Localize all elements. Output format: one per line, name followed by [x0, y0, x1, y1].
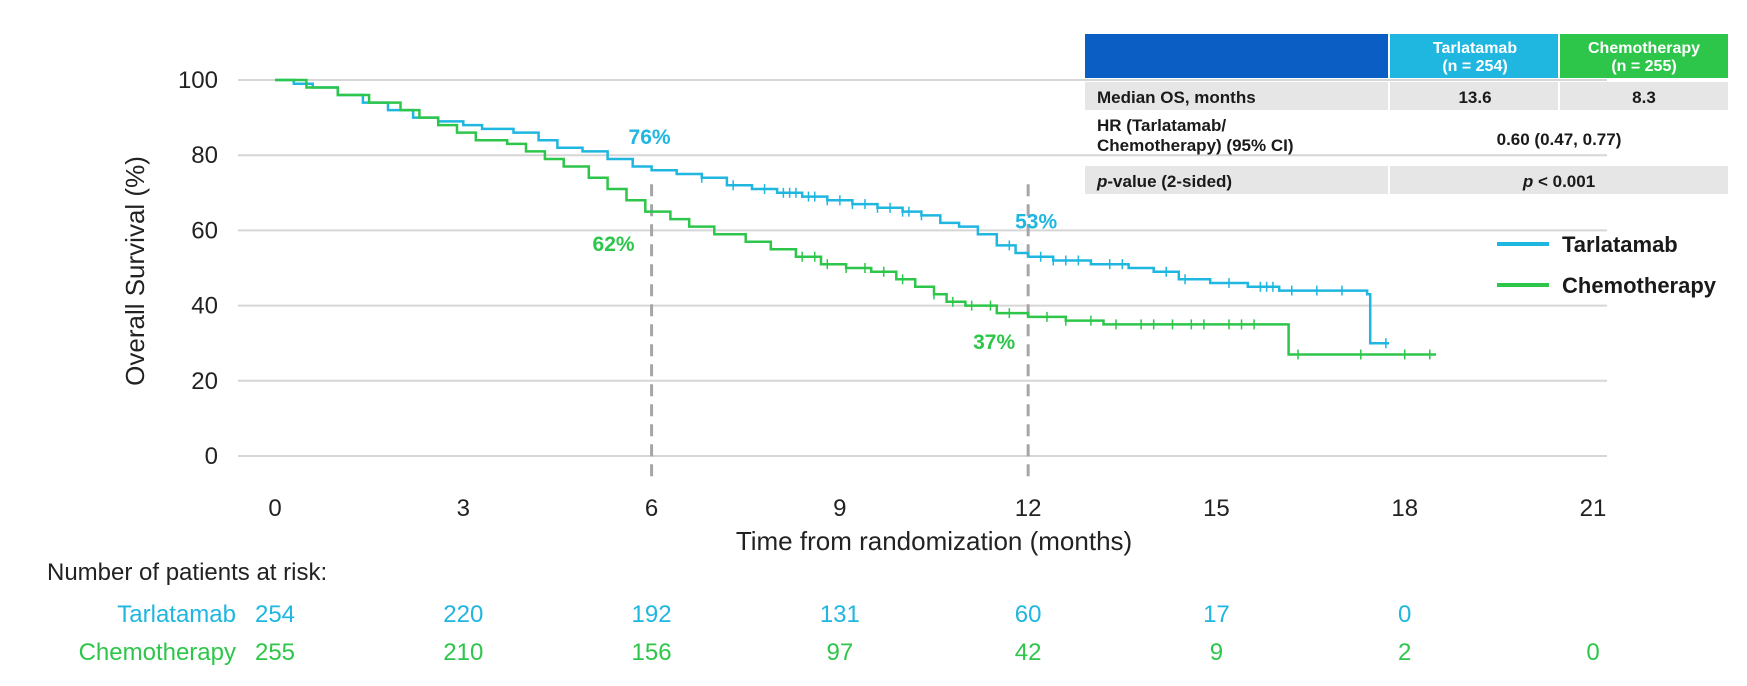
legend-label-chemotherapy: Chemotherapy — [1562, 273, 1717, 298]
summary-row-median-chemo-bg — [1560, 82, 1728, 110]
x-tick-15: 15 — [1203, 495, 1230, 522]
summary-p-label: p-value (2-sided) — [1096, 172, 1232, 191]
risk-table: Number of patients at risk: Tarlatamab 254… — [47, 559, 1600, 666]
risk-tarlatamab-6: 192 — [632, 601, 672, 628]
risk-label-chemotherapy: Chemotherapy — [79, 639, 236, 666]
risk-chemotherapy-15: 9 — [1210, 639, 1223, 666]
summary-table: Tarlatamab (n = 254) Chemotherapy (n = 255)… — [1085, 34, 1728, 194]
risk-tarlatamab-12: 60 — [1015, 601, 1042, 628]
curve-tarlatamab — [275, 78, 1389, 345]
risk-table-title: Number of patients at risk: — [47, 559, 327, 586]
x-tick-9: 9 — [833, 495, 846, 522]
legend-label-tarlatamab: Tarlatamab — [1562, 232, 1678, 257]
summary-header-blank — [1085, 34, 1388, 78]
series-curves — [275, 78, 1437, 356]
risk-chemotherapy-3: 210 — [443, 639, 483, 666]
summary-row-median-tarla-bg — [1390, 82, 1558, 110]
risk-chemotherapy-21: 0 — [1586, 639, 1599, 666]
risk-tarlatamab-18: 0 — [1398, 601, 1411, 628]
curve-chemotherapy — [275, 78, 1437, 356]
summary-header-tarlatamab — [1390, 34, 1558, 78]
y-tick-60: 60 — [191, 217, 218, 244]
y-tick-80: 80 — [191, 142, 218, 169]
summary-median-tarlatamab: 13.6 — [1458, 88, 1491, 107]
y-tick-20: 20 — [191, 368, 218, 395]
summary-median-label: Median OS, months — [1097, 88, 1256, 107]
x-ticks: 0 3 6 9 12 15 18 21 — [268, 495, 1606, 522]
x-tick-18: 18 — [1391, 495, 1418, 522]
x-tick-0: 0 — [268, 495, 281, 522]
x-axis-title: Time from randomization (months) — [736, 526, 1132, 556]
y-tick-40: 40 — [191, 293, 218, 320]
x-tick-12: 12 — [1015, 495, 1042, 522]
annotation-chemotherapy-12mo: 37% — [973, 331, 1015, 354]
summary-header-text-1: Chemotherapy (n = 255) — [1588, 40, 1700, 75]
x-tick-3: 3 — [457, 495, 470, 522]
legend: Tarlatamab Chemotherapy — [1497, 232, 1717, 298]
summary-row-p-value-bg — [1390, 166, 1728, 194]
risk-chemotherapy-9: 97 — [827, 639, 854, 666]
risk-tarlatamab-3: 220 — [443, 601, 483, 628]
y-axis-title: Overall Survival (%) — [120, 156, 150, 386]
summary-row-p-label-bg — [1085, 166, 1388, 194]
risk-label-tarlatamab: Tarlatamab — [117, 601, 236, 628]
summary-hr-label: HR (Tarlatamab/Chemotherapy) (95% CI) — [1097, 116, 1293, 155]
risk-chemotherapy-18: 2 — [1398, 639, 1411, 666]
risk-chemotherapy-12: 42 — [1015, 639, 1042, 666]
axis-titles: Time from randomization (months) Overall … — [120, 156, 1132, 556]
risk-tarlatamab-9: 131 — [820, 601, 860, 628]
summary-hr-value: 0.60 (0.47, 0.77) — [1497, 130, 1622, 149]
y-tick-0: 0 — [205, 443, 218, 470]
x-tick-21: 21 — [1580, 495, 1607, 522]
risk-tarlatamab-0: 254 — [255, 601, 295, 628]
risk-chemotherapy-0: 255 — [255, 639, 295, 666]
reference-lines — [650, 184, 1030, 478]
grid — [238, 79, 1607, 457]
risk-chemotherapy-6: 156 — [632, 639, 672, 666]
annotation-tarlatamab-6mo: 76% — [629, 126, 671, 149]
summary-median-chemotherapy: 8.3 — [1632, 88, 1656, 107]
y-ticks: 0 20 40 60 80 100 — [178, 67, 218, 470]
annotation-tarlatamab-12mo: 53% — [1015, 211, 1057, 234]
annotations: 76% 53% 62% 37% — [593, 126, 1058, 354]
summary-p-value: p < 0.001 — [1522, 172, 1595, 191]
summary-header-chemotherapy — [1560, 34, 1728, 78]
censor-marks — [701, 172, 1431, 360]
summary-header-text-0: Tarlatamab (n = 254) — [1433, 40, 1517, 75]
y-tick-100: 100 — [178, 67, 218, 94]
risk-tarlatamab-15: 17 — [1203, 601, 1230, 628]
x-tick-6: 6 — [645, 495, 658, 522]
summary-row-median-label-bg — [1085, 82, 1388, 110]
annotation-chemotherapy-6mo: 62% — [593, 233, 635, 256]
